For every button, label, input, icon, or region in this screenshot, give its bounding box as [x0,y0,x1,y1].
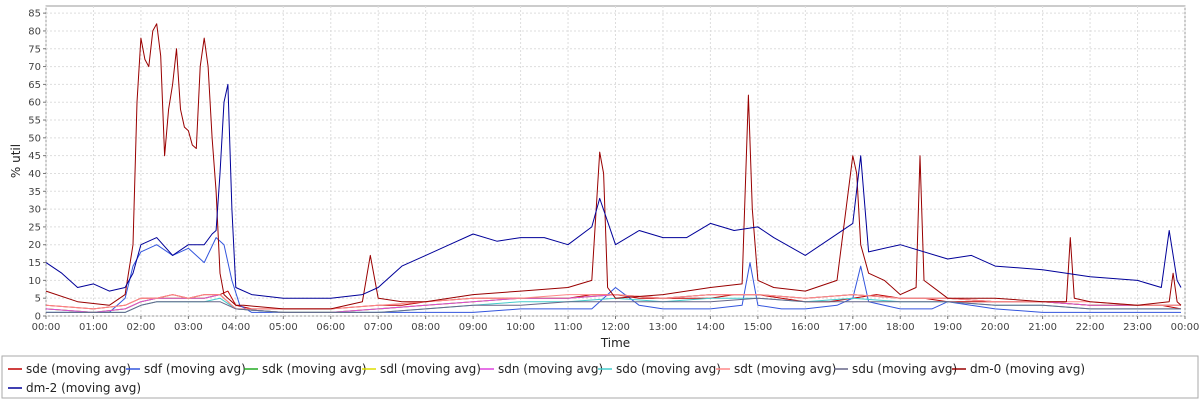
legend: sde (moving avg) sdf (moving avg) sdk (mov… [1,355,1199,399]
y-tick-label: 15 [28,258,41,269]
y-tick-label: 25 [28,222,41,233]
legend-label-7: sdu (moving avg) [852,362,957,376]
series-lines [45,23,1182,313]
x-tick-label: 13:00 [649,322,678,333]
x-tick-label: 10:00 [506,322,535,333]
x-tick-label: 20:00 [981,322,1010,333]
y-tick-label: 45 [28,151,41,162]
x-tick-label: 22:00 [1076,322,1105,333]
y-tick-label: 60 [28,98,41,109]
x-tick-label: 07:00 [364,322,393,333]
y-tick-label: 70 [28,62,41,73]
y-tick-label: 5 [35,294,41,305]
x-tick-label: 14:00 [696,322,725,333]
y-tick-label: 20 [28,240,41,251]
series-line-7 [46,297,1181,313]
legend-label-2: sdk (moving avg) [262,362,367,376]
x-tick-label: 05:00 [269,322,298,333]
x-tick-label: 15:00 [743,322,772,333]
x-tick-label: 16:00 [791,322,820,333]
legend-label-6: sdt (moving avg) [734,362,836,376]
gridlines [45,5,1186,317]
x-tick-label: 00:00 [1171,322,1200,333]
y-tick-label: 10 [28,276,41,287]
legend-label-4: sdn (moving avg) [498,362,603,376]
legend-label-5: sdo (moving avg) [616,362,721,376]
x-tick-label: 04:00 [221,322,250,333]
x-tick-label: 12:00 [601,322,630,333]
legend-box [1,355,1199,399]
x-tick-label: 09:00 [459,322,488,333]
y-tick-label: 0 [35,312,41,323]
x-axis-title: Time [600,336,630,350]
y-tick-label: 35 [28,187,41,198]
legend-label-8: dm-0 (moving avg) [970,362,1085,376]
series-line-1 [46,237,1181,313]
y-axis-title: % util [9,144,23,178]
x-tick-label: 19:00 [933,322,962,333]
x-tick-label: 01:00 [79,322,108,333]
series-line-8 [45,23,1182,310]
y-tick-label: 85 [28,9,41,20]
series-line-6 [45,294,1181,310]
legend-label-9: dm-2 (moving avg) [26,381,141,395]
x-tick-label: 02:00 [127,322,156,333]
x-tick-label: 00:00 [32,322,61,333]
x-tick-label: 11:00 [554,322,583,333]
y-tick-label: 50 [28,133,41,144]
legend-label-0: sde (moving avg) [26,362,131,376]
axes: 0 5 10 15 20 25 30 35 40 45 50 55 60 65 70 75 80 85 00:00 0… [28,9,1199,333]
x-tick-label: 18:00 [886,322,915,333]
x-tick-label: 21:00 [1028,322,1057,333]
y-tick-label: 65 [28,80,41,91]
y-tick-label: 55 [28,116,41,127]
y-tick-label: 80 [28,26,41,37]
x-tick-label: 17:00 [838,322,867,333]
y-tick-label: 75 [28,44,41,55]
series-line-9 [45,83,1182,299]
x-tick-label: 23:00 [1123,322,1152,333]
x-tick-label: 03:00 [174,322,203,333]
plot-area [45,5,1186,317]
legend-label-1: sdf (moving avg) [144,362,246,376]
x-tick-label: 06:00 [316,322,345,333]
y-tick-label: 40 [28,169,41,180]
x-tick-label: 08:00 [411,322,440,333]
y-tick-label: 30 [28,205,41,216]
legend-label-3: sdl (moving avg) [380,362,481,376]
